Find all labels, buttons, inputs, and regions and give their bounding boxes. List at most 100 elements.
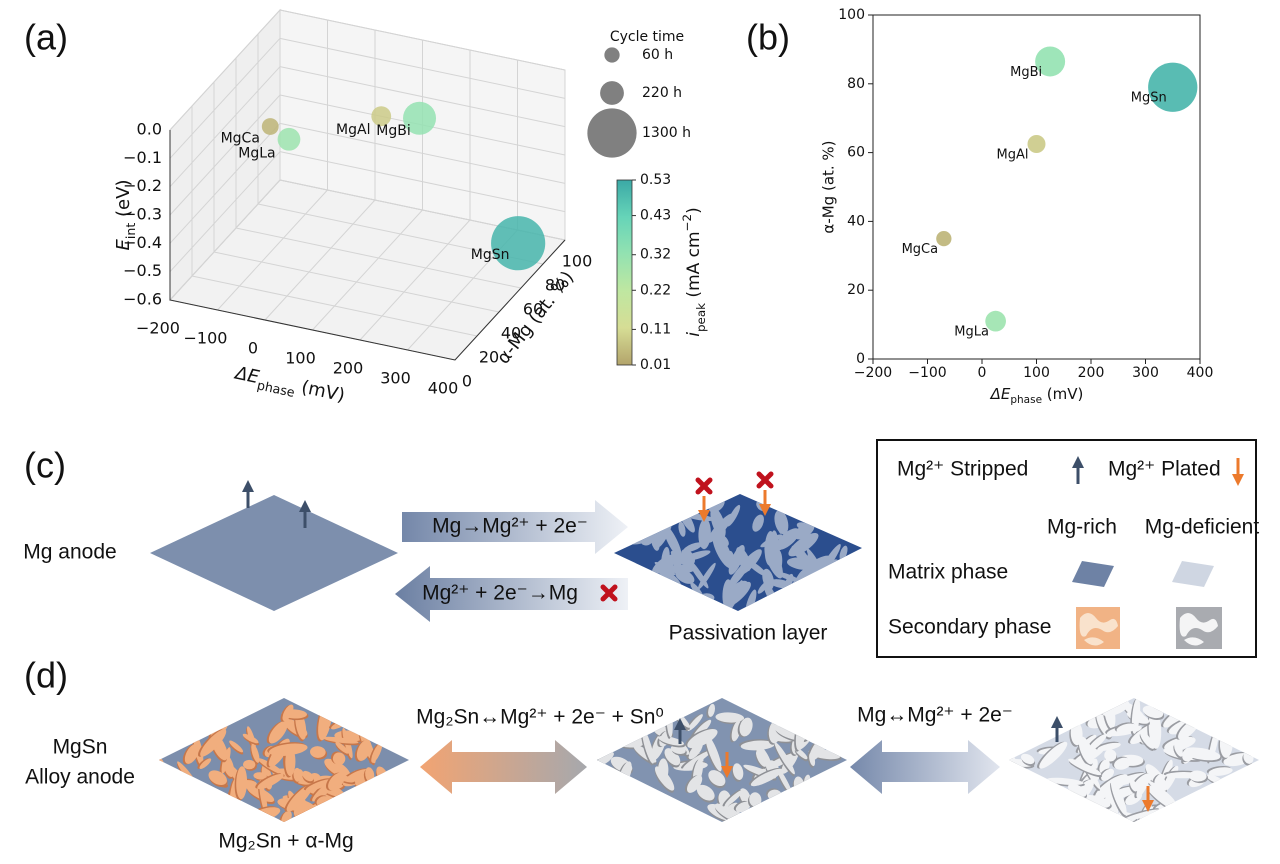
phase-domain xyxy=(794,522,815,540)
secondary-phase xyxy=(1009,698,1254,822)
grid-line xyxy=(169,122,281,244)
phase-domain xyxy=(1133,773,1153,792)
x-tick-label: −200 xyxy=(136,319,180,338)
phase-domain xyxy=(809,752,816,767)
phase-domain xyxy=(1114,757,1132,770)
phase-domain xyxy=(739,717,753,737)
phase-domain xyxy=(683,542,703,553)
axis-line xyxy=(169,130,566,361)
phase-domain xyxy=(724,789,744,807)
phase-domain xyxy=(1088,734,1107,752)
phase-domain xyxy=(208,770,227,785)
data-point xyxy=(371,106,392,127)
label-part: (mV) xyxy=(294,375,347,406)
y-tick-label: 20 xyxy=(479,348,499,367)
point-label: MgAl xyxy=(997,148,1029,163)
data-point xyxy=(936,230,952,247)
colorbar-tick-label: 0.32 xyxy=(640,247,671,263)
z-tick-label: −0.3 xyxy=(123,205,162,224)
phase-domain xyxy=(243,759,256,770)
panel-b: (b) −200 −100 0 100 200 300 400 0 20 40 60 80 100 ΔEph… xyxy=(746,7,1213,406)
phase-domain xyxy=(1208,767,1233,776)
grid-line xyxy=(191,275,478,337)
grid-line xyxy=(235,227,522,289)
colorbar-tick-label: 0.53 xyxy=(640,172,671,188)
y-tick-label: 80 xyxy=(847,76,865,92)
phase-domain xyxy=(328,772,345,791)
label-part: i xyxy=(684,332,704,337)
phase-domain xyxy=(242,733,259,744)
anode-label: MgSn xyxy=(53,736,108,759)
colorbar-tick-label: 0.01 xyxy=(640,357,671,373)
phase-domain xyxy=(1174,742,1183,757)
data-point xyxy=(1027,135,1046,153)
phase-domain xyxy=(324,758,351,779)
grid-line xyxy=(169,94,281,216)
label-part: E xyxy=(113,238,134,250)
colorbar-tick-label: 0.11 xyxy=(640,321,671,337)
phase-domain xyxy=(740,740,775,751)
matrix-rich-swatch xyxy=(1072,561,1114,587)
x-tick-label: 200 xyxy=(333,359,364,378)
legend-text: Matrix phase xyxy=(888,561,1008,584)
y-tick-label: 40 xyxy=(501,324,521,343)
phase-domain xyxy=(371,742,383,763)
phase-domain xyxy=(678,521,686,537)
phase-domain xyxy=(1182,747,1195,762)
grid-line xyxy=(279,9,566,71)
phase-domain xyxy=(750,768,783,787)
z-tick-label: −0.5 xyxy=(123,261,162,280)
reaction-text: Mg→Mg²⁺ + 2e⁻ xyxy=(432,515,588,538)
phase-domain xyxy=(686,775,703,793)
y-tick-label: 60 xyxy=(847,145,865,161)
grid-line xyxy=(359,219,471,341)
label-part: −2 xyxy=(680,214,694,232)
label-part: (eV) xyxy=(113,180,134,223)
x-tick-label: 0 xyxy=(248,339,258,358)
phase-domain xyxy=(332,752,346,766)
phase-domain xyxy=(199,758,212,769)
phase-domain xyxy=(735,801,751,813)
phase-domain xyxy=(356,739,372,761)
point-label: MgSn xyxy=(1131,91,1167,106)
phase-domain xyxy=(253,772,267,780)
phase-domain xyxy=(726,550,735,567)
label-part: phase xyxy=(1010,394,1042,406)
phase-domain xyxy=(622,539,644,545)
point-label: MgSn xyxy=(471,247,510,263)
y-tick-label: 20 xyxy=(847,282,865,298)
phase-domain xyxy=(732,763,744,780)
colorbar xyxy=(616,179,633,366)
panel-d: (d) MgSn Alloy anode Mg₂Sn↔Mg²⁺ + 2e⁻ + … xyxy=(24,655,1259,853)
phase-domain xyxy=(687,729,718,749)
x-tick-label: 0 xyxy=(978,365,987,381)
phase-domain xyxy=(159,756,164,770)
label-part: peak xyxy=(694,303,708,332)
phase-domain xyxy=(1123,809,1161,821)
blocked-mark xyxy=(695,471,774,495)
legend-text: 1300 h xyxy=(642,125,691,141)
phase-domain xyxy=(1039,741,1068,769)
y-tick-label: 80 xyxy=(545,276,565,295)
phase-domain xyxy=(1101,699,1130,717)
phase-domain xyxy=(1067,783,1087,798)
y-tick-label: 100 xyxy=(562,252,593,271)
phase-domain xyxy=(1078,736,1094,765)
legend-text: Secondary phase xyxy=(888,616,1051,639)
x-tick-label: 300 xyxy=(380,369,411,388)
phase-domain xyxy=(681,549,695,565)
axis-label: ΔEphase (mV) xyxy=(990,385,1084,407)
phase-domain xyxy=(715,712,745,723)
phase-domain xyxy=(1164,736,1196,752)
grid-line xyxy=(169,9,281,131)
z-tick-label: −0.4 xyxy=(123,233,162,252)
grid-line xyxy=(169,37,281,159)
secondary-rich-swatch xyxy=(1076,607,1120,649)
x-tick-label: 200 xyxy=(1078,365,1105,381)
phase-domain xyxy=(664,748,681,766)
point-label: MgAl xyxy=(336,122,370,138)
y-tick-label: 40 xyxy=(847,213,865,229)
z-tick-label: 0.0 xyxy=(137,120,162,139)
grid-line xyxy=(312,209,423,331)
axis-label: Eint (eV) xyxy=(113,180,138,251)
